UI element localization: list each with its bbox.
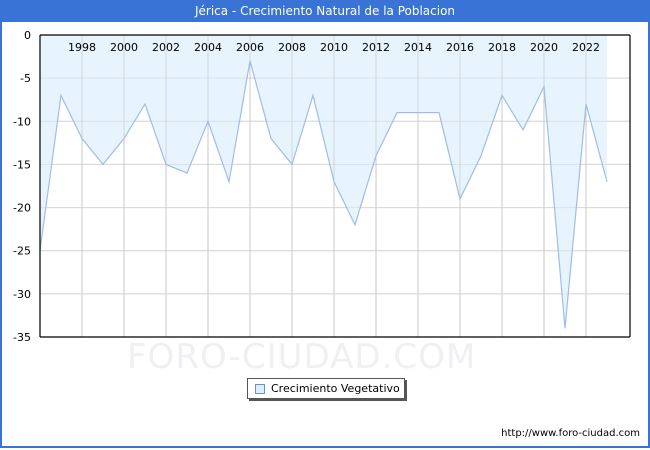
x-tick-label: 2014 xyxy=(404,41,432,54)
y-tick-label: -30 xyxy=(13,288,31,301)
y-tick-label: 0 xyxy=(24,29,31,42)
y-tick-label: -35 xyxy=(13,331,31,344)
y-tick-label: -15 xyxy=(13,158,31,171)
area-fill xyxy=(40,35,607,329)
x-tick-label: 2002 xyxy=(152,41,180,54)
y-tick-label: -25 xyxy=(13,245,31,258)
x-tick-label: 2016 xyxy=(446,41,474,54)
chart-title: Jérica - Crecimiento Natural de la Pobla… xyxy=(0,0,650,22)
x-tick-label: 2020 xyxy=(530,41,558,54)
x-tick-label: 2008 xyxy=(278,41,306,54)
legend-label: Crecimiento Vegetativo xyxy=(271,382,400,395)
x-tick-label: 2004 xyxy=(194,41,222,54)
y-tick-label: -5 xyxy=(20,72,31,85)
x-tick-label: 2000 xyxy=(110,41,138,54)
x-tick-label: 2022 xyxy=(572,41,600,54)
watermark: FORO-CIUDAD.COM xyxy=(127,337,476,377)
legend: Crecimiento Vegetativo xyxy=(247,378,405,399)
x-tick-label: 2010 xyxy=(320,41,348,54)
x-tick-label: 2018 xyxy=(488,41,516,54)
y-tick-label: -10 xyxy=(13,115,31,128)
x-tick-label: 2012 xyxy=(362,41,390,54)
series-line xyxy=(39,60,608,329)
x-tick-label: 1998 xyxy=(68,41,96,54)
source-url: http://www.foro-ciudad.com xyxy=(501,428,640,439)
legend-swatch-icon xyxy=(255,384,265,394)
x-tick-label: 2006 xyxy=(236,41,264,54)
y-tick-label: -20 xyxy=(13,202,31,215)
